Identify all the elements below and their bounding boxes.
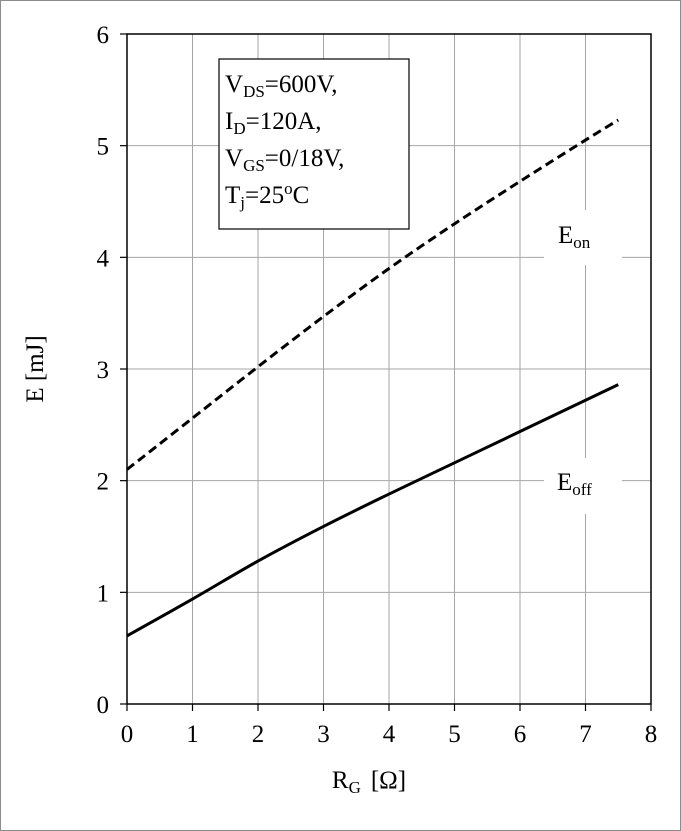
x-tick-label: 5 <box>448 721 461 748</box>
conditions-box-border <box>218 58 410 230</box>
x-axis-title-main: R <box>332 767 349 794</box>
y-tick-label: 4 <box>97 245 110 272</box>
x-tick-label: 7 <box>579 721 592 748</box>
y-tick-label: 3 <box>97 357 110 384</box>
y-tick-label: 1 <box>97 580 110 607</box>
svg-text:Eon: Eon <box>558 222 591 252</box>
series-line-on <box>126 118 620 471</box>
series-label-eoff: Eoff <box>544 458 622 514</box>
x-tick-label: 0 <box>121 721 134 748</box>
condition-vgs: VGS=0/18V, <box>225 145 344 175</box>
x-tick-label: 8 <box>645 721 658 748</box>
x-axis-title-sub: G <box>349 778 361 797</box>
x-tick-label: 3 <box>317 721 330 748</box>
x-tick-label: 2 <box>252 721 265 748</box>
x-axis-title-unit: [Ω] <box>371 767 406 794</box>
condition-tj: Tj=25oC <box>225 179 309 212</box>
series-line-off <box>126 383 619 638</box>
condition-id: ID=120A, <box>225 108 322 138</box>
svg-text:Eoff: Eoff <box>557 469 592 499</box>
y-tick-label: 5 <box>97 134 110 161</box>
tick-labels: 0 1 2 3 4 5 6 7 8 0 1 2 3 4 5 6 <box>97 22 658 748</box>
x-tick-label: 6 <box>514 721 527 748</box>
y-tick-label: 0 <box>97 692 110 719</box>
x-tick-label: 4 <box>383 721 396 748</box>
x-axis-title: RG [Ω] <box>332 767 406 797</box>
conditions-box: VDS=600V, ID=120A, VGS=0/18V, Tj=25oC <box>218 58 410 230</box>
series-layer <box>126 118 620 638</box>
condition-vds: VDS=600V, <box>225 71 337 101</box>
y-axis-title: E [mJ] <box>22 335 49 402</box>
y-tick-label: 6 <box>97 22 110 49</box>
x-tick-label: 1 <box>186 721 199 748</box>
series-label-eon: Eon <box>544 210 622 265</box>
y-tick-label: 2 <box>97 469 110 496</box>
